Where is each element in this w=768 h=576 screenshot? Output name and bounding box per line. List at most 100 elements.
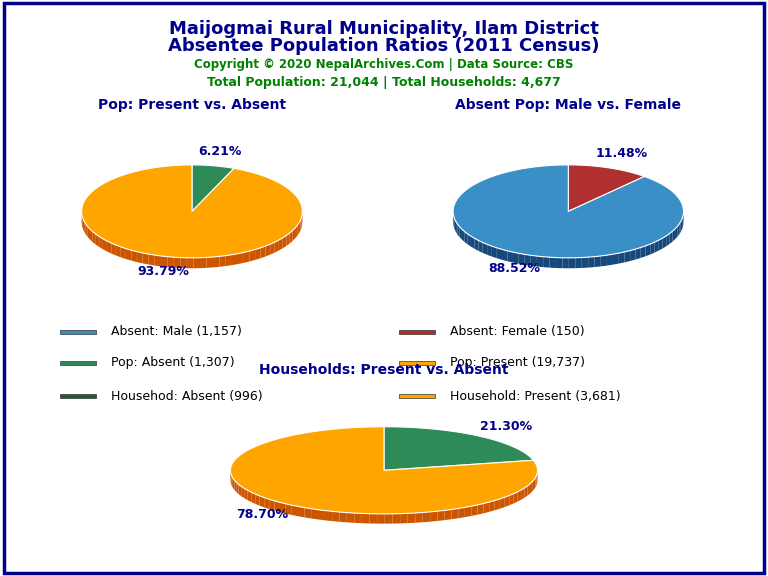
Text: Copyright © 2020 NepalArchives.Com | Data Source: CBS: Copyright © 2020 NepalArchives.Com | Dat… — [194, 58, 574, 71]
Polygon shape — [298, 506, 304, 517]
Polygon shape — [528, 484, 530, 496]
Polygon shape — [149, 254, 155, 266]
Polygon shape — [607, 254, 613, 266]
Polygon shape — [180, 257, 187, 268]
Polygon shape — [677, 224, 679, 237]
Polygon shape — [530, 482, 532, 494]
Polygon shape — [232, 476, 233, 488]
Polygon shape — [679, 221, 680, 234]
Polygon shape — [659, 238, 663, 251]
Polygon shape — [311, 509, 318, 520]
Polygon shape — [505, 495, 509, 507]
Polygon shape — [654, 240, 659, 252]
Polygon shape — [318, 510, 325, 520]
Polygon shape — [630, 249, 635, 261]
Polygon shape — [131, 250, 137, 262]
Polygon shape — [508, 251, 513, 263]
Polygon shape — [531, 255, 537, 267]
Polygon shape — [286, 233, 290, 246]
Polygon shape — [569, 258, 575, 268]
Polygon shape — [220, 256, 226, 267]
Polygon shape — [619, 252, 624, 264]
Polygon shape — [325, 510, 332, 521]
Polygon shape — [562, 258, 569, 268]
Polygon shape — [126, 249, 131, 260]
Polygon shape — [88, 226, 90, 240]
Polygon shape — [489, 501, 495, 512]
Polygon shape — [93, 232, 96, 245]
Polygon shape — [458, 225, 460, 237]
Polygon shape — [332, 511, 339, 522]
Polygon shape — [525, 486, 528, 498]
Polygon shape — [213, 256, 220, 267]
Polygon shape — [666, 234, 670, 247]
Polygon shape — [465, 232, 468, 244]
Polygon shape — [468, 234, 471, 247]
Polygon shape — [238, 252, 244, 264]
Polygon shape — [255, 248, 260, 260]
Polygon shape — [192, 165, 234, 211]
Polygon shape — [244, 251, 250, 263]
Polygon shape — [237, 482, 239, 494]
FancyBboxPatch shape — [60, 330, 96, 334]
Text: Total Population: 21,044 | Total Households: 4,677: Total Population: 21,044 | Total Househo… — [207, 76, 561, 89]
Polygon shape — [556, 257, 562, 268]
Polygon shape — [472, 505, 478, 516]
Polygon shape — [437, 510, 445, 521]
Polygon shape — [155, 255, 161, 266]
Polygon shape — [266, 244, 270, 256]
Polygon shape — [525, 255, 531, 266]
Polygon shape — [509, 494, 514, 505]
Polygon shape — [624, 251, 630, 262]
Polygon shape — [270, 499, 274, 511]
Text: 88.52%: 88.52% — [488, 262, 541, 275]
Polygon shape — [462, 229, 465, 242]
Text: Maijogmai Rural Municipality, Ilam District: Maijogmai Rural Municipality, Ilam Distr… — [169, 20, 599, 38]
Polygon shape — [430, 511, 437, 522]
Polygon shape — [83, 218, 84, 232]
Polygon shape — [408, 513, 415, 523]
Polygon shape — [497, 248, 502, 260]
Polygon shape — [232, 253, 238, 265]
Text: 11.48%: 11.48% — [596, 147, 648, 161]
Polygon shape — [673, 229, 675, 242]
Polygon shape — [532, 480, 534, 491]
Polygon shape — [635, 248, 641, 260]
Polygon shape — [354, 513, 362, 523]
Polygon shape — [244, 488, 247, 500]
Polygon shape — [111, 243, 116, 256]
Polygon shape — [143, 253, 149, 264]
Polygon shape — [581, 257, 588, 268]
Polygon shape — [116, 245, 121, 257]
Polygon shape — [475, 238, 478, 251]
Polygon shape — [456, 222, 458, 235]
Polygon shape — [300, 217, 302, 230]
Polygon shape — [347, 513, 354, 523]
Text: 93.79%: 93.79% — [137, 265, 190, 278]
Polygon shape — [270, 242, 275, 255]
Text: Households: Present vs. Absent: Households: Present vs. Absent — [260, 363, 508, 377]
Polygon shape — [194, 257, 200, 268]
Polygon shape — [650, 242, 654, 255]
Polygon shape — [613, 253, 619, 264]
Polygon shape — [260, 246, 266, 258]
Polygon shape — [167, 257, 174, 268]
Text: Pop: Present vs. Absent: Pop: Present vs. Absent — [98, 98, 286, 112]
Polygon shape — [264, 498, 270, 509]
Text: Absent: Female (150): Absent: Female (150) — [450, 325, 584, 338]
Polygon shape — [663, 236, 666, 248]
Polygon shape — [384, 427, 534, 471]
Polygon shape — [601, 255, 607, 266]
Polygon shape — [495, 499, 500, 510]
Polygon shape — [255, 494, 260, 506]
FancyBboxPatch shape — [399, 394, 435, 398]
Polygon shape — [471, 236, 475, 249]
FancyBboxPatch shape — [60, 361, 96, 365]
Polygon shape — [482, 242, 487, 255]
Polygon shape — [478, 240, 482, 253]
Polygon shape — [121, 247, 126, 259]
Polygon shape — [535, 475, 537, 487]
Polygon shape — [513, 252, 518, 264]
Polygon shape — [377, 514, 385, 524]
Polygon shape — [518, 490, 521, 502]
